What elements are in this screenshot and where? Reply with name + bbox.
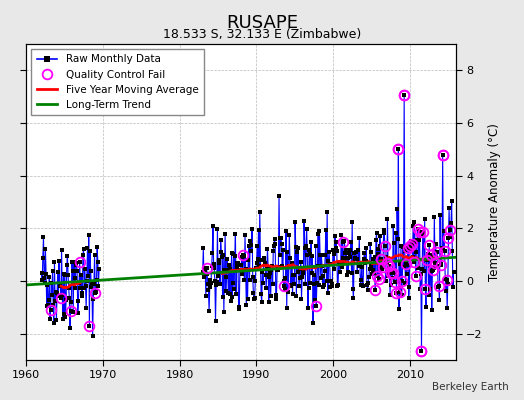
Text: Berkeley Earth: Berkeley Earth [432,382,508,392]
Legend: Raw Monthly Data, Quality Control Fail, Five Year Moving Average, Long-Term Tren: Raw Monthly Data, Quality Control Fail, … [31,49,204,115]
Text: RUSAPE: RUSAPE [226,14,298,32]
Y-axis label: Temperature Anomaly (°C): Temperature Anomaly (°C) [488,123,501,281]
Text: 18.533 S, 32.133 E (Zimbabwe): 18.533 S, 32.133 E (Zimbabwe) [163,28,361,41]
